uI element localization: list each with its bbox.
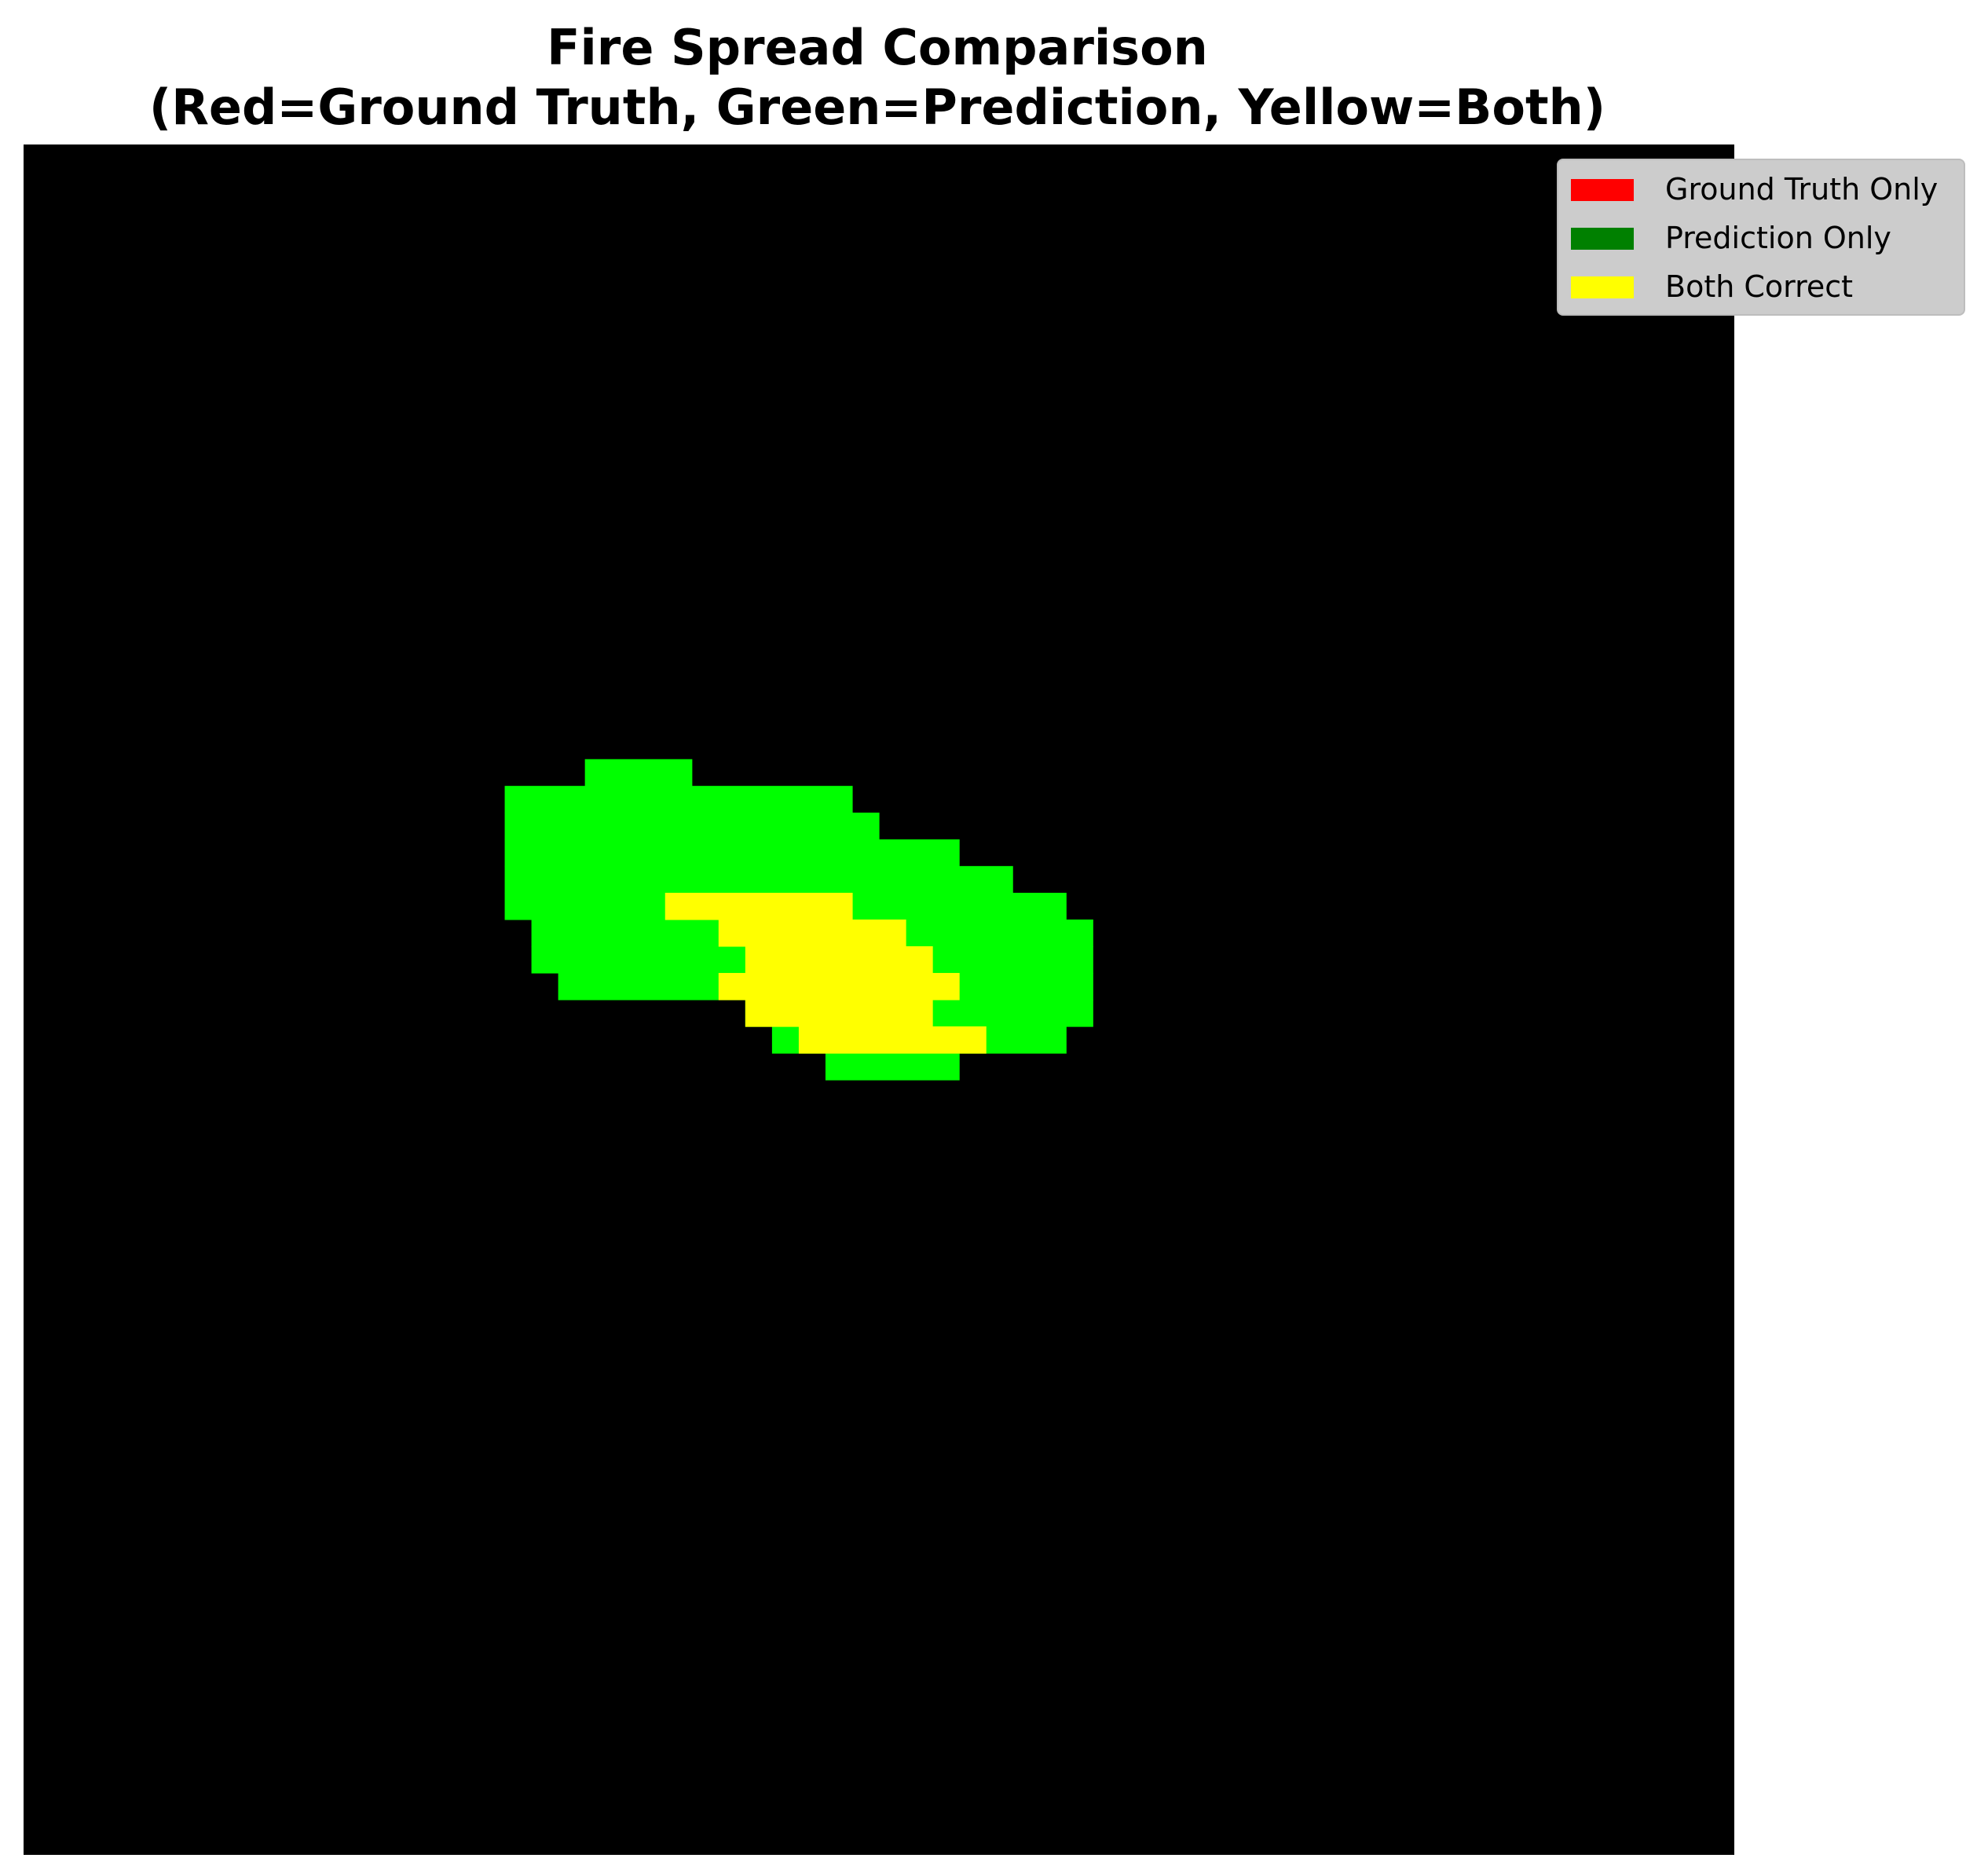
legend-item-both: Both Correct [1558,264,1964,311]
legend-label-both: Both Correct [1665,269,1854,304]
prediction-cell-run [584,759,693,787]
legend-swatch-both [1571,276,1634,298]
both-correct-cell-run [718,919,906,947]
prediction-cell-run [504,839,960,867]
prediction-cell-run [825,1053,960,1081]
chart-title-line-1: Fire Spread Comparison [547,19,1208,76]
both-correct-cell-run [664,892,853,920]
both-correct-cell-run [718,972,960,1000]
legend-item-ground-truth: Ground Truth Only [1558,166,1964,214]
both-correct-cell-run [745,945,933,974]
legend-label-prediction: Prediction Only [1665,221,1891,255]
prediction-cell-run [504,865,1013,894]
both-correct-cell-run [798,1026,987,1054]
legend: Ground Truth Only Prediction Only Both C… [1557,159,1965,316]
legend-label-ground-truth: Ground Truth Only [1665,172,1939,207]
legend-swatch-ground-truth [1571,179,1634,201]
both-correct-cell-run [745,1000,933,1027]
prediction-cell-run [504,812,880,840]
heatmap-cells [504,759,1093,1081]
chart-title-line-2: (Red=Ground Truth, Green=Prediction, Yel… [148,79,1606,136]
prediction-cell-run [504,785,853,814]
legend-swatch-prediction [1571,228,1634,250]
legend-item-prediction: Prediction Only [1558,215,1964,262]
